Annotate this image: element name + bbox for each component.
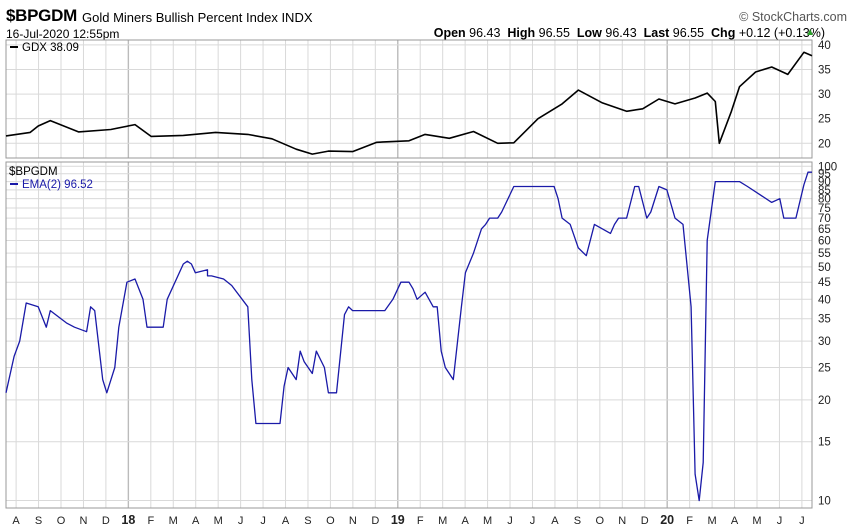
- chg-value: +0.12 (+0.13%): [738, 26, 825, 40]
- bottom-y-tick-label: 30: [818, 336, 831, 348]
- top-y-tick-label: 20: [818, 138, 831, 150]
- brand-label: © StockCharts.com: [739, 10, 847, 24]
- x-axis-month-label: D: [102, 515, 110, 527]
- x-axis-month-label: D: [371, 515, 379, 527]
- x-axis-month-label: O: [57, 515, 66, 527]
- x-axis-month-label: J: [799, 515, 805, 527]
- bpgdm-ema-line: [5, 171, 812, 502]
- chg-label: Chg: [711, 26, 736, 40]
- low-label: Low: [576, 26, 602, 40]
- x-axis-month-label: J: [530, 515, 536, 527]
- bottom-y-tick-label: 15: [818, 437, 831, 449]
- bottom-y-tick-label: 50: [818, 262, 831, 274]
- bottom-y-tick-label: 20: [818, 395, 831, 407]
- last-value: 96.55: [672, 26, 705, 40]
- top-y-tick-label: 35: [818, 65, 831, 77]
- timestamp-label: 16-Jul-2020 12:55pm: [6, 27, 120, 41]
- x-axis-month-label: 18: [121, 513, 135, 527]
- chart-symbol: $BPGDM: [6, 6, 77, 25]
- x-axis-month-label: A: [551, 515, 559, 527]
- low-value: 96.43: [605, 26, 637, 40]
- price-summary: Open 96.43 High 96.55 Low 96.43 Last 96.…: [434, 26, 825, 40]
- gdx-price-line: [5, 51, 813, 155]
- x-axis-month-label: M: [483, 515, 492, 527]
- x-axis-month-label: M: [438, 515, 447, 527]
- bottom-y-tick-label: 70: [818, 213, 831, 225]
- bottom-y-tick-label: 55: [818, 248, 831, 260]
- x-axis-month-label: M: [169, 515, 178, 527]
- x-axis-month-label: S: [304, 515, 311, 527]
- top-panel-frame: [5, 39, 813, 159]
- bottom-y-tick-label: 80: [818, 194, 831, 206]
- top-y-tick-label: 40: [818, 40, 831, 52]
- bottom-y-tick-label: 35: [818, 314, 831, 326]
- x-axis-month-label: S: [574, 515, 581, 527]
- x-axis-month-label: S: [35, 515, 42, 527]
- bottom-y-tick-label: 90: [818, 177, 831, 189]
- x-axis-month-label: 19: [391, 513, 405, 527]
- bpgdm-panel-title: $BPGDM: [9, 166, 58, 178]
- x-axis-month-label: N: [79, 515, 87, 527]
- bottom-y-tick-label: 60: [818, 235, 831, 247]
- bottom-y-tick-label: 45: [818, 277, 831, 289]
- x-axis-month-label: J: [260, 515, 266, 527]
- top-y-tick-label: 25: [818, 114, 831, 126]
- x-axis-month-label: N: [349, 515, 357, 527]
- bottom-y-tick-label: 65: [818, 224, 831, 236]
- x-axis-month-label: A: [192, 515, 200, 527]
- bottom-y-tick-label: 100: [818, 161, 837, 173]
- x-axis-month-label: F: [147, 515, 154, 527]
- x-axis-month-label: J: [238, 515, 244, 527]
- x-axis-month-label: F: [686, 515, 693, 527]
- bottom-y-tick-label: 10: [818, 496, 831, 508]
- bottom-y-tick-label: 25: [818, 363, 831, 375]
- chart-title: Gold Miners Bullish Percent Index INDX: [82, 10, 313, 25]
- x-axis-month-label: M: [708, 515, 717, 527]
- bottom-y-tick-label: 85: [818, 185, 831, 197]
- up-arrow-icon: ▲: [805, 27, 815, 38]
- last-label: Last: [643, 26, 670, 40]
- top-y-tick-label: 30: [818, 89, 831, 101]
- x-axis-month-label: F: [417, 515, 424, 527]
- x-axis-month-label: O: [326, 515, 335, 527]
- open-value: 96.43: [469, 26, 501, 40]
- x-axis-month-label: D: [641, 515, 649, 527]
- open-label: Open: [433, 26, 466, 40]
- ema-legend-label: EMA(2) 96.52: [22, 179, 93, 191]
- bottom-panel-frame: [5, 161, 813, 509]
- bottom-y-tick-label: 75: [818, 203, 831, 215]
- bottom-y-tick-label: 40: [818, 294, 831, 306]
- x-axis-month-label: N: [618, 515, 626, 527]
- x-axis-month-label: O: [596, 515, 605, 527]
- x-axis-month-label: M: [752, 515, 761, 527]
- x-axis-month-label: A: [282, 515, 290, 527]
- exchange-label: INDX: [281, 10, 313, 25]
- high-label: High: [507, 26, 536, 40]
- x-axis-month-label: M: [214, 515, 223, 527]
- bottom-y-tick-label: 95: [818, 169, 831, 181]
- x-axis-month-label: J: [507, 515, 513, 527]
- index-name: Gold Miners Bullish Percent Index: [82, 10, 278, 25]
- x-axis-month-label: A: [12, 515, 20, 527]
- x-axis-month-label: A: [461, 515, 469, 527]
- x-axis-month-label: 20: [660, 513, 674, 527]
- high-value: 96.55: [538, 26, 570, 40]
- x-axis-month-label: J: [777, 515, 783, 527]
- x-axis-month-label: A: [731, 515, 739, 527]
- gdx-legend-label: GDX 38.09: [22, 42, 79, 54]
